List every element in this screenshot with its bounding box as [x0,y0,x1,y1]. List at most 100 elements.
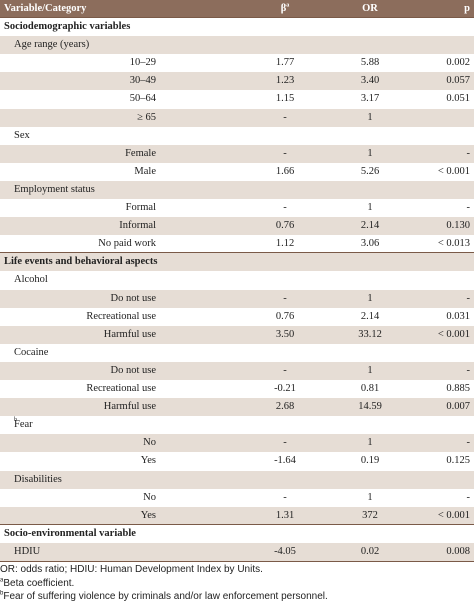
p-value: < 0.001 [437,165,470,177]
category-row: Yes 1.31 372 < 0.001 [0,506,474,525]
category-row: No - 1 - [0,434,474,453]
or-value: 1 [367,111,373,123]
category-row: Harmful use 3.50 33.12 < 0.001 [0,325,474,344]
p-value: - [466,491,471,503]
beta-value: - [283,111,287,123]
category-label: Harmful use [103,328,156,340]
footnote-marker: a [0,577,4,584]
section-rule [0,523,474,525]
category-row: ≥ 65 - 1 [0,108,474,127]
header-beta: βa [280,2,290,15]
category-label: 50–64 [129,93,156,105]
category-row: 50–64 1.15 3.17 0.051 [0,90,474,108]
or-value: 0.02 [360,545,380,557]
header-p: p [464,3,470,14]
p-value: 0.031 [446,310,470,322]
footnote-text: Fear of suffering violence by criminals … [3,591,328,602]
beta-value: - [283,437,287,449]
section-rule [0,252,474,254]
p-value: - [466,364,471,376]
beta-value: - [283,292,287,304]
or-value: 2.14 [360,310,380,322]
beta-value: 2.68 [275,401,295,413]
variable-label: Employment status [14,183,95,195]
or-value: 372 [362,509,378,521]
or-value: 3.17 [360,93,380,105]
p-value: 0.885 [446,383,470,394]
variable-row: Employment status [0,180,474,199]
category-row: Informal 0.76 2.14 0.130 [0,217,474,236]
variable-row: Disabilities [0,470,474,489]
category-label: Recreational use [86,310,156,322]
category-row: Recreational use 0.76 2.14 0.031 [0,308,474,326]
p-value: 0.125 [446,455,470,467]
section-rule [0,17,474,18]
category-label: Harmful use [103,401,156,413]
or-value: 5.26 [360,165,380,177]
p-value: - [466,147,471,159]
header-or: OR [362,3,378,14]
category-label: No [143,491,156,503]
or-value: 1 [367,202,373,213]
variable-label: HDIU [14,545,41,557]
p-value: 0.002 [446,57,470,69]
category-label: No [143,437,156,449]
p-value: 0.130 [446,220,470,232]
or-value: 14.59 [358,401,382,413]
variable-label: Age range (years) [14,39,90,51]
footnote: bFear of suffering violence by criminals… [0,590,328,603]
beta-value: 1.23 [275,75,295,87]
category-label: 30–49 [129,75,156,87]
category-label: Male [134,165,156,177]
footnote-text: Beta coefficient. [3,577,75,589]
section-label: Sociodemographic variables [4,21,131,32]
p-value [414,109,470,127]
category-label: No paid work [98,238,156,250]
beta-value: 3.50 [275,328,295,340]
category-label: Recreational use [86,383,156,394]
p-value: < 0.001 [437,328,470,340]
variable-label: Disabilities [14,473,62,485]
p-value: - [466,292,471,304]
p-value: < 0.013 [437,238,470,250]
beta-value: -0.21 [274,383,296,394]
footnote-text: OR: odds ratio; HDIU: Human Development … [0,564,263,575]
variable-label: Sex [14,129,30,141]
p-value: - [466,437,471,449]
beta-value: - [283,491,287,503]
or-value: 5.88 [360,57,380,69]
or-value: 3.40 [360,75,380,87]
footnote: OR: odds ratio; HDIU: Human Development … [0,563,263,576]
or-value: 1 [367,437,373,449]
footnote: aBeta coefficient. [0,577,74,590]
section-label: Socio-environmental variable [4,527,136,539]
or-value: 33.12 [358,328,382,340]
p-value: 0.057 [446,75,470,87]
p-value: < 0.001 [437,509,470,521]
beta-value: 1.31 [275,509,295,521]
variable-label: Cocaine [14,346,49,358]
category-label: Formal [125,202,156,213]
category-row: Female - 1 - [0,144,474,163]
beta-value: - [283,147,287,159]
table-bottom-rule [0,561,474,562]
p-value: 0.051 [446,93,470,105]
footnote-marker: b [0,590,4,597]
variable-row: HDIU -4.05 0.02 0.008 [0,542,474,561]
category-row: Male 1.66 5.26 < 0.001 [0,163,474,181]
category-label: 10–29 [129,57,156,69]
beta-value: 0.76 [275,220,295,232]
variable-row: Alcohol [0,271,474,289]
p-value: - [466,202,471,213]
beta-value: - [283,364,287,376]
or-value: 1 [367,292,373,304]
variable-row: Sex [0,127,474,145]
category-label: Female [125,147,156,159]
category-label: ≥ 65 [137,111,156,123]
beta-value: 1.77 [275,57,295,69]
or-value: 3.06 [360,238,380,250]
variable-row: Fear b [0,416,474,434]
or-value: 0.81 [360,383,380,394]
section-label: Life events and behavioral aspects [4,256,158,268]
category-label: Informal [119,220,156,232]
